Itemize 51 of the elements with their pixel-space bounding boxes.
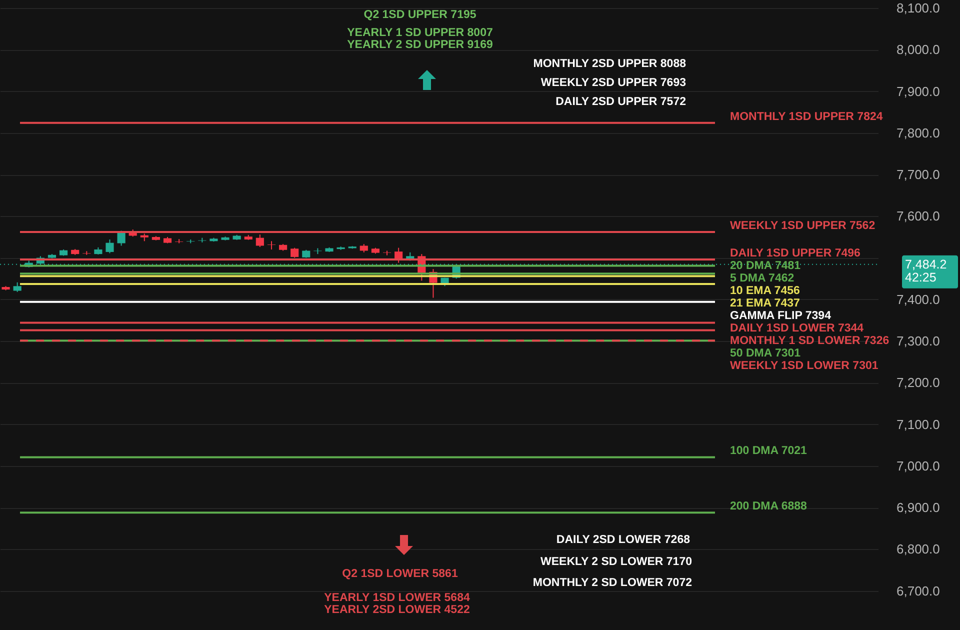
candlestick — [117, 230, 126, 246]
ref-line-label: 10 EMA 7456 — [730, 284, 800, 297]
y-tick-label: 8,100.0 — [896, 0, 940, 16]
annotation: WEEKLY 2 SD LOWER 7170 — [540, 556, 692, 568]
ref-line-label: WEEKLY 1SD UPPER 7562 — [730, 220, 876, 232]
ref-line-label: WEEKLY 1SD LOWER 7301 — [730, 360, 879, 372]
annotation: YEARLY 2SD LOWER 4522 — [324, 604, 470, 616]
ref-line-label: 50 DMA 7301 — [730, 347, 802, 360]
y-tick-label: 7,600.0 — [896, 208, 940, 224]
annotation: WEEKLY 2SD UPPER 7693 — [540, 77, 686, 89]
candlestick — [382, 250, 392, 256]
ref-line-label: 5 DMA 7462 — [730, 272, 794, 284]
y-tick-label: 7,100.0 — [896, 416, 940, 432]
y-tick-label: 7,700.0 — [896, 167, 940, 182]
annotation: DAILY 2SD UPPER 7572 — [556, 96, 686, 108]
ref-line-label: MONTHLY 1SD UPPER 7824 — [730, 110, 884, 123]
annotation: Q2 1SD UPPER 7195 — [364, 9, 477, 21]
candlestick — [314, 248, 322, 255]
ref-line-label: DAILY 1SD UPPER 7496 — [730, 247, 860, 260]
y-tick-label: 7,800.0 — [896, 125, 940, 140]
y-tick-label: 6,800.0 — [896, 542, 940, 557]
ref-line-label: 21 EMA 7437 — [730, 297, 800, 310]
annotation: MONTHLY 2 SD LOWER 7072 — [532, 577, 692, 589]
ref-line-label: MONTHLY 1 SD LOWER 7326 — [730, 334, 890, 347]
ref-line-label: 200 DMA 6888 — [730, 500, 808, 513]
annotation: MONTHLY 2SD UPPER 8088 — [533, 58, 687, 70]
candlestick — [256, 234, 264, 248]
annotation: YEARLY 2 SD UPPER 9169 — [347, 39, 493, 51]
ref-line-label: 100 DMA 7021 — [730, 445, 808, 458]
ref-line-label: GAMMA FLIP 7394 — [730, 310, 832, 322]
y-tick-label: 6,700.0 — [896, 583, 940, 598]
y-tick-label: 7,200.0 — [896, 375, 940, 390]
y-tick-label: 7,300.0 — [896, 334, 940, 349]
candlestick — [82, 250, 91, 256]
annotation: DAILY 2SD LOWER 7268 — [556, 534, 691, 546]
text: 42:25 — [905, 270, 936, 284]
ref-line-label: 7,484.2 — [905, 257, 947, 272]
y-tick-label: 7,000.0 — [896, 458, 940, 474]
ref-line-label: DAILY 1SD LOWER 7344 — [730, 322, 864, 334]
annotation: YEARLY 1SD LOWER 5684 — [324, 592, 470, 604]
ref-line-label: 20 DMA 7481 — [730, 260, 802, 272]
candlestick — [106, 238, 114, 254]
y-tick-label: 7,400.0 — [896, 292, 940, 307]
annotation: YEARLY 1 SD UPPER 8007 — [347, 27, 493, 39]
annotation: Q2 1SD LOWER 5861 — [342, 568, 458, 580]
y-tick-label: 7,900.0 — [896, 84, 940, 99]
candlestick — [267, 240, 276, 250]
candlestick — [13, 282, 22, 292]
candlestick — [290, 247, 299, 258]
y-tick-label: 6,900.0 — [896, 500, 940, 516]
y-tick-label: 8,000.0 — [896, 42, 940, 58]
